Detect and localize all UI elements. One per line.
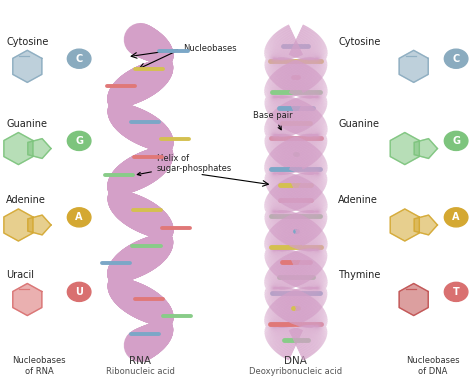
Text: Helix of
sugar-phosphates: Helix of sugar-phosphates [137,154,232,176]
Polygon shape [13,50,42,82]
Polygon shape [4,209,33,241]
Text: Base pair: Base pair [254,111,293,130]
Text: of RNA: of RNA [25,367,54,376]
Text: G: G [75,136,83,146]
Text: Cytosine: Cytosine [338,37,381,47]
Text: C: C [453,54,460,64]
Polygon shape [28,215,51,235]
Text: Ribonucleic acid: Ribonucleic acid [106,367,175,376]
Polygon shape [390,209,419,241]
Polygon shape [28,139,51,159]
Text: Guanine: Guanine [338,119,379,129]
Text: Nucleobases: Nucleobases [183,44,237,53]
Text: Deoxyribonucleic acid: Deoxyribonucleic acid [249,367,343,376]
Text: T: T [453,287,459,297]
Polygon shape [390,132,419,165]
Text: Thymine: Thymine [338,270,381,280]
Text: Nucleobases: Nucleobases [406,356,459,365]
Text: Adenine: Adenine [338,195,378,205]
Polygon shape [414,215,438,235]
Text: of DNA: of DNA [418,367,447,376]
Text: Uracil: Uracil [6,270,34,280]
Polygon shape [13,283,42,316]
Circle shape [444,49,468,68]
Text: DNA: DNA [284,356,307,366]
Text: G: G [452,136,460,146]
Polygon shape [414,139,438,159]
Polygon shape [399,50,428,82]
Text: A: A [452,213,460,223]
Text: Adenine: Adenine [6,195,46,205]
Circle shape [67,282,91,301]
Text: Cytosine: Cytosine [6,37,48,47]
Text: Guanine: Guanine [6,119,47,129]
Text: RNA: RNA [129,356,151,366]
Text: U: U [75,287,83,297]
Polygon shape [4,132,33,165]
Circle shape [67,131,91,151]
Circle shape [67,49,91,68]
Text: C: C [75,54,83,64]
Text: Nucleobases: Nucleobases [12,356,66,365]
Circle shape [444,282,468,301]
Circle shape [444,208,468,227]
Text: A: A [75,213,83,223]
Circle shape [67,208,91,227]
Circle shape [444,131,468,151]
Polygon shape [399,283,428,316]
